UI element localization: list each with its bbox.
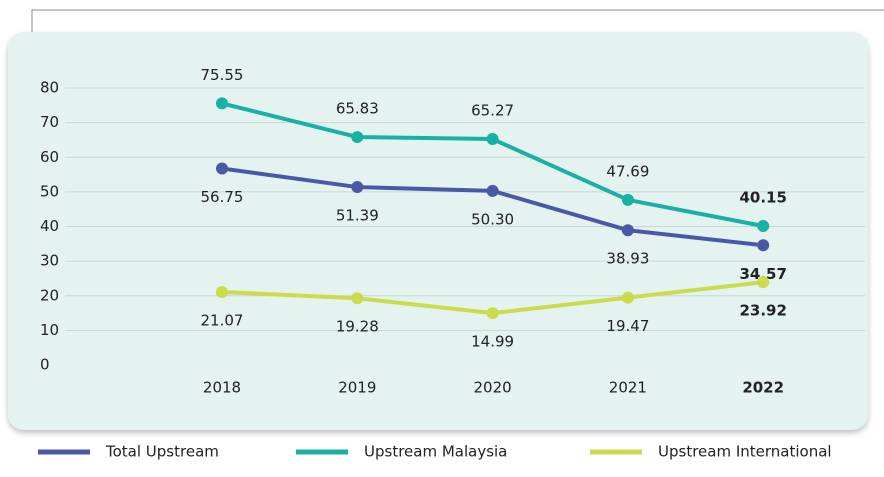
y-tick-label: 30 <box>40 252 59 270</box>
data-label: 14.99 <box>471 333 514 351</box>
data-label: 34.57 <box>739 265 786 283</box>
y-tick-label: 0 <box>40 356 50 374</box>
x-tick-label: 2020 <box>474 379 512 397</box>
data-label: 19.28 <box>336 318 379 336</box>
data-label: 56.75 <box>201 188 244 206</box>
point <box>216 286 228 299</box>
point <box>621 224 634 237</box>
data-label: 47.69 <box>606 162 649 180</box>
data-label: 38.93 <box>606 250 649 268</box>
data-label: 65.83 <box>336 100 379 118</box>
point <box>621 291 634 304</box>
y-tick-label: 20 <box>40 286 59 304</box>
data-label: 21.07 <box>201 312 244 330</box>
x-tick-label: 2019 <box>338 379 376 397</box>
data-label: 65.27 <box>471 102 514 120</box>
legend-label: Upstream International <box>658 443 832 461</box>
data-label: 51.39 <box>336 207 379 225</box>
y-tick-label: 40 <box>40 217 59 235</box>
data-label: 19.47 <box>606 317 649 335</box>
point <box>757 276 770 289</box>
x-tick-label: 2021 <box>609 379 647 397</box>
frame-line <box>31 9 884 34</box>
y-tick-label: 50 <box>40 182 59 200</box>
data-label: 50.30 <box>471 210 514 228</box>
x-tick-label: 2018 <box>203 379 241 397</box>
point <box>486 133 499 146</box>
point <box>486 307 499 320</box>
y-tick-label: 10 <box>40 321 59 339</box>
legend-label: Total Upstream <box>105 443 219 461</box>
y-tick-label: 70 <box>40 113 59 131</box>
legend-label: Upstream Malaysia <box>364 443 507 461</box>
y-tick-label: 80 <box>40 79 59 97</box>
point <box>216 162 228 175</box>
point <box>351 181 364 194</box>
plot-panel <box>8 32 868 430</box>
data-label: 40.15 <box>739 188 786 206</box>
point <box>351 131 364 144</box>
y-tick-label: 60 <box>40 148 59 166</box>
point <box>621 193 634 206</box>
data-label: 23.92 <box>739 302 786 320</box>
point <box>216 97 228 110</box>
point <box>757 219 770 232</box>
point <box>486 184 499 197</box>
point <box>351 292 364 305</box>
point <box>757 239 770 252</box>
x-tick-label: 2022 <box>742 379 784 397</box>
data-label: 75.55 <box>201 66 244 84</box>
